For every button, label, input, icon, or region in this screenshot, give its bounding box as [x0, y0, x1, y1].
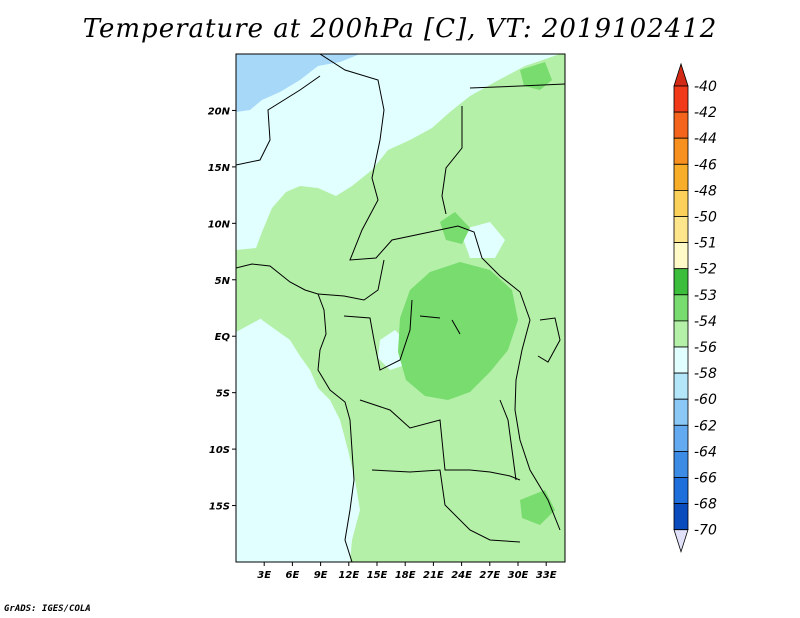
grads-credit: GrADS: IGES/COLA — [4, 604, 91, 614]
lon-tick-label: 3E — [257, 570, 271, 581]
colorbar-bottom-arrow — [673, 529, 689, 554]
colorbar-label: -68 — [694, 497, 717, 513]
colorbar-label: -50 — [694, 210, 717, 226]
field-minus-53-ne — [520, 62, 552, 90]
colorbar-label: -48 — [694, 183, 717, 199]
colorbar-swatch — [673, 372, 689, 400]
colorbar-swatch — [673, 450, 689, 478]
colorbar-label: -52 — [694, 262, 717, 278]
lat-axis: 20N 15N 10N 5N EQ 5S 10S 15S — [208, 106, 236, 513]
lon-tick-label: 27E — [479, 570, 500, 581]
field-minus-54 — [236, 54, 565, 562]
colorbar-swatch — [673, 242, 689, 270]
lake-victoria — [537, 317, 561, 363]
colorbar-label: -58 — [694, 366, 717, 382]
colorbar-swatch — [673, 85, 689, 113]
colorbar-label: -54 — [694, 314, 717, 330]
border-line-6 — [359, 399, 521, 481]
lake-tanganyika — [499, 399, 517, 481]
lat-tick-label: 15N — [208, 163, 231, 174]
west-coastline — [236, 263, 355, 562]
lake-marks — [419, 315, 461, 335]
lon-tick-label: 12E — [338, 570, 359, 581]
lat-tick-label: 20N — [208, 106, 231, 117]
colorbar-top-arrow — [673, 62, 689, 87]
lon-tick-label: 33E — [536, 570, 557, 581]
field-minus-53-se — [520, 490, 555, 525]
colorbar-swatch — [673, 294, 689, 322]
colorbar-swatch — [673, 320, 689, 348]
border-line-2 — [441, 106, 463, 215]
map-title: Temperature at 200hPa [C], VT: 201910241… — [82, 14, 718, 44]
colorbar-label: -46 — [694, 157, 717, 173]
colorbar-swatch — [673, 503, 689, 531]
colorbar: -40 -42 -44 -46 -48 -50 -51 -52 -53 -54 -56 -58 -60 -… — [673, 62, 717, 554]
field-minus-53-north — [440, 212, 470, 244]
colorbar-swatch — [673, 424, 689, 452]
colorbar-swatch — [673, 137, 689, 165]
colorbar-swatch — [673, 477, 689, 505]
colorbar-swatch — [673, 398, 689, 426]
colorbar-swatch — [673, 189, 689, 217]
field-minus-54-west — [236, 250, 296, 332]
colorbar-swatch — [673, 216, 689, 244]
lon-tick-label: 18E — [395, 570, 416, 581]
colorbar-label: -40 — [694, 79, 717, 95]
coastlines-borders — [236, 54, 565, 562]
lon-axis: 3E 6E 9E 12E 15E 18E 21E 24E 27E 30E 33E — [257, 562, 557, 581]
colorbar-label: -56 — [694, 340, 717, 356]
colorbar-label: -53 — [694, 288, 717, 304]
colorbar-label: -70 — [694, 523, 717, 539]
lon-tick-label: 15E — [367, 570, 388, 581]
colorbar-label: -60 — [694, 392, 717, 408]
colorbar-label: -42 — [694, 105, 717, 121]
colorbar-label: -62 — [694, 418, 717, 434]
field-minus-58-nw — [236, 54, 360, 112]
lat-tick-label: 5S — [216, 389, 230, 400]
lat-tick-label: EQ — [215, 332, 231, 343]
colorbar-swatch — [673, 346, 689, 374]
border-line-3 — [236, 75, 321, 166]
border-line-4 — [317, 259, 385, 301]
colorbar-label: -44 — [694, 131, 717, 147]
lat-tick-label: 10N — [208, 219, 231, 230]
lat-tick-label: 5N — [215, 276, 231, 287]
lon-tick-label: 9E — [314, 570, 328, 581]
map-frame — [235, 53, 566, 563]
colorbar-label: -64 — [694, 444, 717, 460]
lon-tick-label: 6E — [286, 570, 300, 581]
colorbar-label: -51 — [694, 236, 717, 252]
border-line-1 — [319, 54, 561, 531]
border-line-8 — [469, 83, 565, 89]
lon-tick-label: 30E — [508, 570, 529, 581]
temperature-field — [236, 54, 565, 562]
border-line-5 — [343, 299, 413, 371]
lon-tick-label: 24E — [451, 570, 472, 581]
lon-tick-label: 21E — [423, 570, 444, 581]
colorbar-swatch — [673, 111, 689, 139]
lat-tick-label: 10S — [209, 445, 230, 456]
colorbar-swatch — [673, 268, 689, 296]
colorbar-swatch — [673, 163, 689, 191]
lat-tick-label: 15S — [209, 502, 230, 513]
colorbar-label: -66 — [694, 471, 717, 487]
border-line-7 — [371, 469, 521, 543]
